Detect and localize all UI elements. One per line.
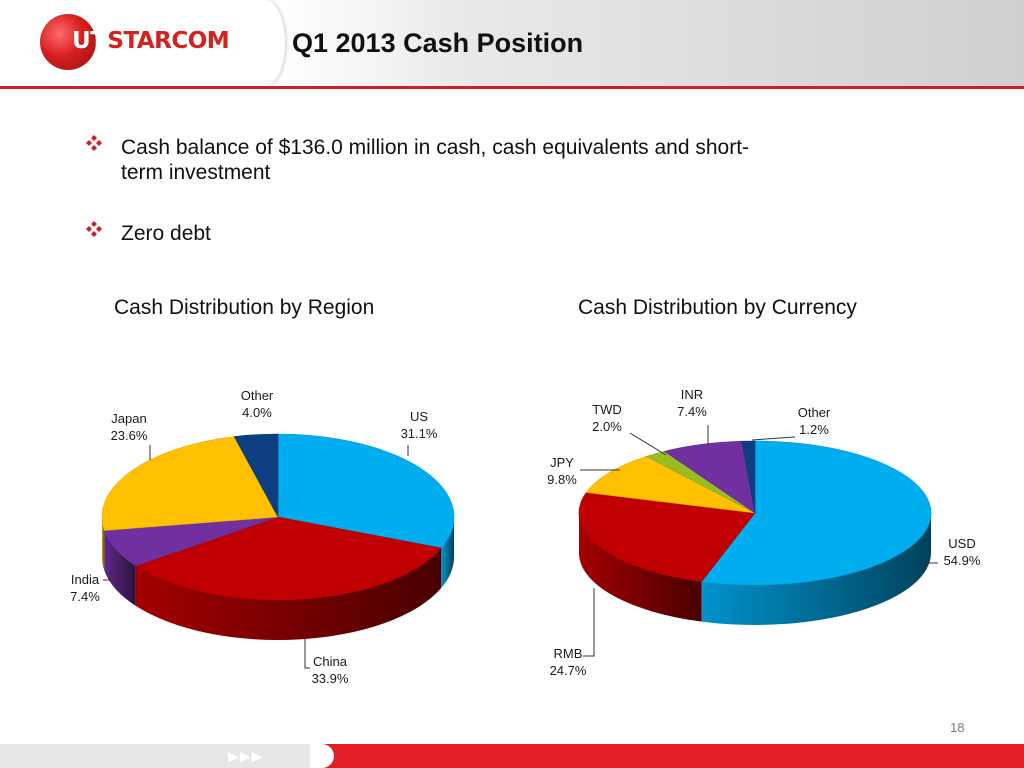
pie-slice-china bbox=[134, 516, 442, 601]
slice-label-us: US bbox=[410, 409, 428, 424]
pie-side-japan bbox=[102, 517, 105, 571]
header-divider bbox=[0, 86, 1024, 89]
pie-slice-us bbox=[277, 433, 455, 549]
pie-chart-currency: USD 54.9% RMB 24.7% JPY 9.8% TWD 2.0% INR 7.4% Oth… bbox=[547, 387, 981, 678]
slice-label-rmb: RMB bbox=[554, 646, 583, 661]
bullet-line: term investment bbox=[121, 161, 271, 184]
slice-label-twd: TWD bbox=[592, 402, 622, 417]
slice-value-jpy: 9.8% bbox=[547, 472, 577, 487]
slice-value-other: 1.2% bbox=[799, 422, 829, 437]
logo-text-starcom: STARCOM bbox=[105, 28, 232, 54]
slide-title: Q1 2013 Cash Position bbox=[292, 28, 584, 58]
bullet-text: Cash balance of $136.0 million in cash, … bbox=[121, 135, 821, 185]
leader-line-china bbox=[304, 639, 310, 669]
bullet-line: Zero debt bbox=[121, 222, 211, 245]
pie-slice-other bbox=[233, 433, 279, 518]
pie-slice-jpy bbox=[585, 456, 756, 514]
bullet-line: Cash balance of $136.0 million in cash, … bbox=[121, 136, 750, 159]
logo-emblem bbox=[40, 14, 96, 70]
leader-line-india bbox=[103, 572, 111, 581]
pie-slice-rmb bbox=[578, 492, 756, 582]
slice-value-other: 4.0% bbox=[242, 405, 272, 420]
slice-label-jpy: JPY bbox=[550, 455, 574, 470]
slice-value-japan: 23.6% bbox=[111, 428, 148, 443]
slice-label-japan: Japan bbox=[111, 411, 146, 426]
diamond-bullet-icon bbox=[86, 221, 102, 237]
logo-panel: UTSTARCOM bbox=[0, 0, 285, 86]
leader-line-other bbox=[751, 436, 796, 441]
slice-label-india: India bbox=[71, 572, 100, 587]
chart-title-currency: Cash Distribution by Currency bbox=[578, 296, 857, 319]
leader-line-usd bbox=[924, 562, 938, 567]
page-number: 18 bbox=[950, 720, 965, 735]
pie-slice-japan bbox=[101, 436, 279, 531]
slice-value-india: 7.4% bbox=[70, 589, 100, 604]
chart-title-region: Cash Distribution by Region bbox=[114, 296, 375, 319]
footer-bar: ▶▶▶ bbox=[0, 744, 1024, 768]
footer-band-cap bbox=[310, 744, 334, 768]
pie-chart-region: US 31.1% China 33.9% India 7.4% Japan 23.6% Othe… bbox=[70, 388, 455, 686]
leader-line-rmb bbox=[583, 588, 595, 657]
bullet-text: Zero debt bbox=[121, 221, 821, 246]
slice-value-rmb: 24.7% bbox=[550, 663, 587, 678]
diamond-bullet-icon bbox=[86, 135, 102, 151]
pie-slice-usd bbox=[701, 440, 932, 586]
slice-value-twd: 2.0% bbox=[592, 419, 622, 434]
pie-slice-other bbox=[741, 440, 756, 514]
pie-side-rmb bbox=[579, 513, 702, 622]
slice-value-us: 31.1% bbox=[401, 426, 438, 441]
slice-label-other: Other bbox=[798, 405, 831, 420]
pie-side-india bbox=[104, 530, 136, 606]
header-bar: UTSTARCOM Q1 2013 Cash Position bbox=[0, 0, 1024, 86]
slice-value-inr: 7.4% bbox=[677, 404, 707, 419]
logo-text-ut: UT bbox=[72, 28, 106, 54]
slice-label-inr: INR bbox=[681, 387, 703, 402]
pie-side-china bbox=[135, 548, 442, 641]
slice-value-china: 33.9% bbox=[312, 671, 349, 686]
footer-red-band bbox=[315, 744, 1024, 768]
pie-side-us bbox=[441, 517, 454, 589]
slice-value-usd: 54.9% bbox=[944, 553, 981, 568]
pie-side-usd bbox=[701, 513, 931, 625]
footer-arrows-icon: ▶▶▶ bbox=[228, 748, 264, 764]
leader-line-twd bbox=[629, 432, 667, 456]
slice-label-usd: USD bbox=[948, 536, 975, 551]
slice-label-china: China bbox=[313, 654, 348, 669]
slice-label-other: Other bbox=[241, 388, 274, 403]
company-logo: UTSTARCOM bbox=[60, 26, 239, 56]
